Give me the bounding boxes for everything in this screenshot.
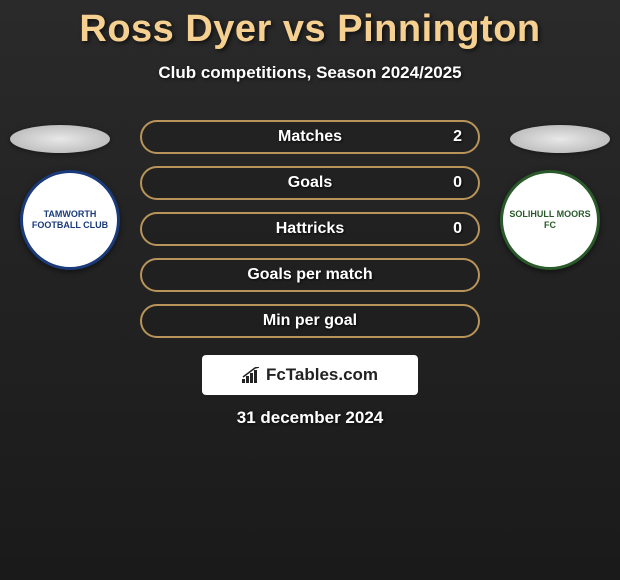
comparison-title: Ross Dyer vs Pinnington <box>0 0 620 51</box>
left-club-name: TAMWORTH FOOTBALL CLUB <box>23 209 117 231</box>
left-club-badge: TAMWORTH FOOTBALL CLUB <box>20 170 120 270</box>
brand-text: FcTables.com <box>266 365 378 385</box>
right-club-badge: SOLIHULL MOORS FC <box>500 170 600 270</box>
stat-label: Hattricks <box>276 220 344 238</box>
stat-row-min-per-goal: Min per goal <box>140 304 480 338</box>
stat-label: Matches <box>278 128 342 146</box>
right-club-name: SOLIHULL MOORS FC <box>503 209 597 231</box>
stat-label: Goals <box>288 174 332 192</box>
stat-value: 2 <box>453 128 462 146</box>
stats-container: Matches 2 Goals 0 Hattricks 0 Goals per … <box>140 120 480 350</box>
stat-label: Min per goal <box>263 312 357 330</box>
date-label: 31 december 2024 <box>0 408 620 428</box>
brand-box: FcTables.com <box>202 355 418 395</box>
season-subtitle: Club competitions, Season 2024/2025 <box>0 63 620 83</box>
stat-value: 0 <box>453 174 462 192</box>
stat-label: Goals per match <box>247 266 372 284</box>
stat-row-goals-per-match: Goals per match <box>140 258 480 292</box>
stat-row-matches: Matches 2 <box>140 120 480 154</box>
stat-row-hattricks: Hattricks 0 <box>140 212 480 246</box>
right-shadow-ellipse <box>510 125 610 153</box>
stat-value: 0 <box>453 220 462 238</box>
left-shadow-ellipse <box>10 125 110 153</box>
chart-icon <box>242 367 262 383</box>
stat-row-goals: Goals 0 <box>140 166 480 200</box>
